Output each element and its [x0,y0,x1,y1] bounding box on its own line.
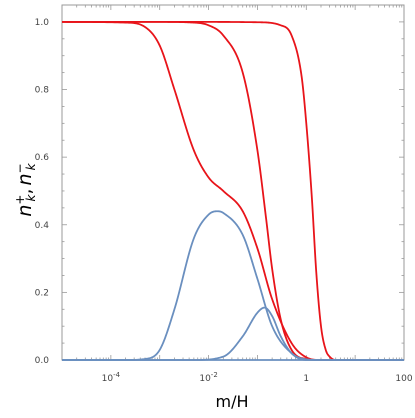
x-axis-title: m/H [215,392,248,411]
series-line-red-3 [62,21,404,361]
y-tick-label: 0.0 [35,356,50,366]
series-line-blue-5 [62,306,404,361]
y-tick-label: 0.2 [35,288,49,298]
plot-frame [61,4,405,361]
series-line-blue-4 [62,210,404,361]
axis-ticks: 10-4 10-2 1 100 0.0 0.2 0.4 0.6 0.8 1.0 [35,5,413,384]
series-lines [61,21,404,361]
y-axis-title: n+k,n−k [13,162,38,216]
x-tick-label: 10-2 [199,371,217,384]
y-tick-label: 0.8 [35,86,50,96]
y-tick-label: 0.4 [35,221,50,231]
x-tick-label: 100 [395,374,412,384]
series-line-red-1 [61,21,404,361]
series-line-red-2 [62,21,404,361]
x-tick-label: 10-4 [102,371,121,384]
y-tick-label: 0.6 [35,153,50,163]
x-tick-label: 1 [303,374,309,384]
y-tick-label: 1.0 [35,18,50,28]
